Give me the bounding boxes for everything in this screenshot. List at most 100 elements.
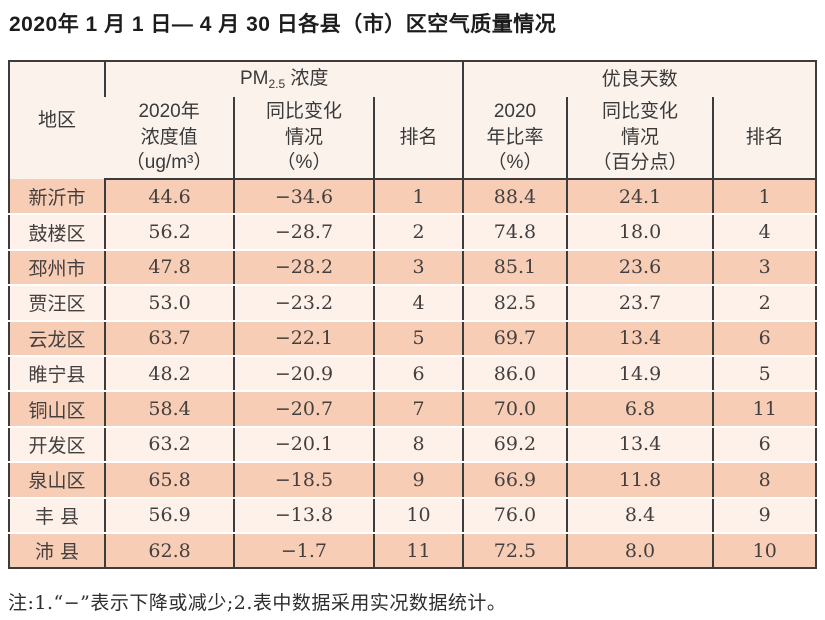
good-days-rate-cell: 86.0 xyxy=(462,355,567,393)
good-days-change-cell: 23.6 xyxy=(565,249,714,287)
pm-change-cell: −20.7 xyxy=(233,391,374,428)
table-row: 新沂市 44.6 −34.6 1 88.4 24.1 1 xyxy=(9,179,816,216)
pm-rank-cell: 9 xyxy=(372,462,464,499)
pm-concentration-cell: 56.9 xyxy=(104,497,235,534)
good-days-rank-cell: 10 xyxy=(712,532,816,569)
column-header-region: 地区 xyxy=(9,61,106,179)
pm-concentration-cell: 53.0 xyxy=(104,285,235,322)
good-days-rate-cell: 69.2 xyxy=(462,426,567,464)
region-cell: 开发区 xyxy=(9,426,106,464)
region-cell: 泉山区 xyxy=(9,462,106,499)
good-days-change-cell: 13.4 xyxy=(565,426,714,464)
column-header-pm-change: 同比变化 情况 （%） xyxy=(233,97,374,180)
good-days-rate-cell: 85.1 xyxy=(462,249,567,287)
table-row: 贾汪区 53.0 −23.2 4 82.5 23.7 2 xyxy=(9,285,816,322)
region-cell: 铜山区 xyxy=(9,391,106,428)
pm-change-cell: −18.5 xyxy=(233,462,374,499)
region-cell: 邳州市 xyxy=(9,249,106,287)
table-row: 邳州市 47.8 −28.2 3 85.1 23.6 3 xyxy=(9,249,816,287)
pm-rank-cell: 5 xyxy=(372,320,464,357)
pm-change-cell: −20.1 xyxy=(233,426,374,464)
pm25-label-prefix: PM xyxy=(239,68,269,90)
pm-rank-cell: 4 xyxy=(372,285,464,322)
page-title: 2020年 1 月 1 日— 4 月 30 日各县（市）区空气质量情况 xyxy=(9,13,557,36)
region-cell: 睢宁县 xyxy=(9,355,106,393)
good-days-rate-cell: 82.5 xyxy=(462,285,567,322)
pm-concentration-cell: 63.2 xyxy=(104,426,235,464)
table-row: 沛 县 62.8 −1.7 11 72.5 8.0 10 xyxy=(9,532,816,569)
pm25-label-subscript: 2.5 xyxy=(268,77,286,92)
column-group-good-days: 优良天数 xyxy=(462,61,816,97)
pm-rank-cell: 10 xyxy=(372,497,464,534)
good-days-rank-cell: 11 xyxy=(712,391,816,428)
pm-change-cell: −34.6 xyxy=(233,179,374,216)
good-days-rank-cell: 5 xyxy=(712,355,816,393)
pm-rank-cell: 1 xyxy=(372,179,464,216)
pm25-label-suffix: 浓度 xyxy=(285,68,329,90)
pm-change-cell: −22.1 xyxy=(233,320,374,357)
region-cell: 鼓楼区 xyxy=(9,214,106,251)
table-row: 开发区 63.2 −20.1 8 69.2 13.4 6 xyxy=(9,426,816,464)
pm-rank-cell: 3 xyxy=(372,249,464,287)
good-days-rank-cell: 8 xyxy=(712,462,816,499)
table-row: 睢宁县 48.2 −20.9 6 86.0 14.9 5 xyxy=(9,355,816,393)
table-body: 新沂市 44.6 −34.6 1 88.4 24.1 1 鼓楼区 56.2 −2… xyxy=(9,179,816,569)
pm-concentration-cell: 48.2 xyxy=(104,355,235,393)
table-header: 地区 PM2.5 浓度 优良天数 2020年 浓度值 （ug/m³） 同比变化 … xyxy=(9,61,816,180)
good-days-rate-cell: 74.8 xyxy=(462,214,567,251)
pm-rank-cell: 11 xyxy=(372,532,464,569)
good-days-change-cell: 14.9 xyxy=(565,355,714,393)
good-days-rate-cell: 88.4 xyxy=(462,179,567,216)
pm-rank-cell: 8 xyxy=(372,426,464,464)
region-cell: 丰 县 xyxy=(9,497,106,534)
pm-change-cell: −20.9 xyxy=(233,355,374,393)
air-quality-table: 地区 PM2.5 浓度 优良天数 2020年 浓度值 （ug/m³） 同比变化 … xyxy=(8,60,817,570)
column-header-rate-value: 2020 年比率 （%） xyxy=(462,97,567,180)
good-days-rank-cell: 6 xyxy=(712,426,816,464)
pm-change-cell: −23.2 xyxy=(233,285,374,322)
region-cell: 沛 县 xyxy=(9,532,106,569)
pm-concentration-cell: 47.8 xyxy=(104,249,235,287)
good-days-change-cell: 8.0 xyxy=(565,532,714,569)
table-row: 铜山区 58.4 −20.7 7 70.0 6.8 11 xyxy=(9,391,816,428)
header-sub-row: 2020年 浓度值 （ug/m³） 同比变化 情况 （%） 排名 2020 年比… xyxy=(9,97,816,180)
good-days-rank-cell: 3 xyxy=(712,249,816,287)
good-days-rank-cell: 9 xyxy=(712,497,816,534)
good-days-rate-cell: 66.9 xyxy=(462,462,567,499)
table-row: 云龙区 63.7 −22.1 5 69.7 13.4 6 xyxy=(9,320,816,357)
pm-change-cell: −28.7 xyxy=(233,214,374,251)
pm-rank-cell: 6 xyxy=(372,355,464,393)
table-row: 丰 县 56.9 −13.8 10 76.0 8.4 9 xyxy=(9,497,816,534)
good-days-rate-cell: 72.5 xyxy=(462,532,567,569)
table-row: 泉山区 65.8 −18.5 9 66.9 11.8 8 xyxy=(9,462,816,499)
good-days-change-cell: 6.8 xyxy=(565,391,714,428)
pm-change-cell: −1.7 xyxy=(233,532,374,569)
pm-change-cell: −13.8 xyxy=(233,497,374,534)
region-cell: 云龙区 xyxy=(9,320,106,357)
good-days-rank-cell: 1 xyxy=(712,179,816,216)
good-days-change-cell: 24.1 xyxy=(565,179,714,216)
column-header-pm-value: 2020年 浓度值 （ug/m³） xyxy=(105,97,235,180)
column-header-rate-change: 同比变化 情况 （百分点） xyxy=(565,97,714,180)
good-days-rank-cell: 4 xyxy=(712,214,816,251)
column-header-pm-rank: 排名 xyxy=(372,97,464,180)
footnote: 注:1.“−”表示下降或减少;2.表中数据采用实况数据统计。 xyxy=(8,592,507,614)
good-days-change-cell: 13.4 xyxy=(565,320,714,357)
good-days-change-cell: 23.7 xyxy=(565,285,714,322)
good-days-rank-cell: 6 xyxy=(712,320,816,357)
pm-concentration-cell: 44.6 xyxy=(104,179,235,216)
good-days-change-cell: 18.0 xyxy=(565,214,714,251)
good-days-change-cell: 8.4 xyxy=(565,497,714,534)
good-days-rank-cell: 2 xyxy=(712,285,816,322)
column-group-pm25: PM2.5 浓度 xyxy=(104,61,464,97)
pm-concentration-cell: 62.8 xyxy=(104,532,235,569)
pm-concentration-cell: 58.4 xyxy=(104,391,235,428)
good-days-rate-cell: 70.0 xyxy=(462,391,567,428)
header-group-row: 地区 PM2.5 浓度 优良天数 xyxy=(9,61,816,179)
column-header-rate-rank: 排名 xyxy=(712,97,816,180)
table-row: 鼓楼区 56.2 −28.7 2 74.8 18.0 4 xyxy=(9,214,816,251)
region-cell: 贾汪区 xyxy=(9,285,106,322)
pm-rank-cell: 7 xyxy=(372,391,464,428)
pm-rank-cell: 2 xyxy=(372,214,464,251)
region-cell: 新沂市 xyxy=(9,179,106,216)
